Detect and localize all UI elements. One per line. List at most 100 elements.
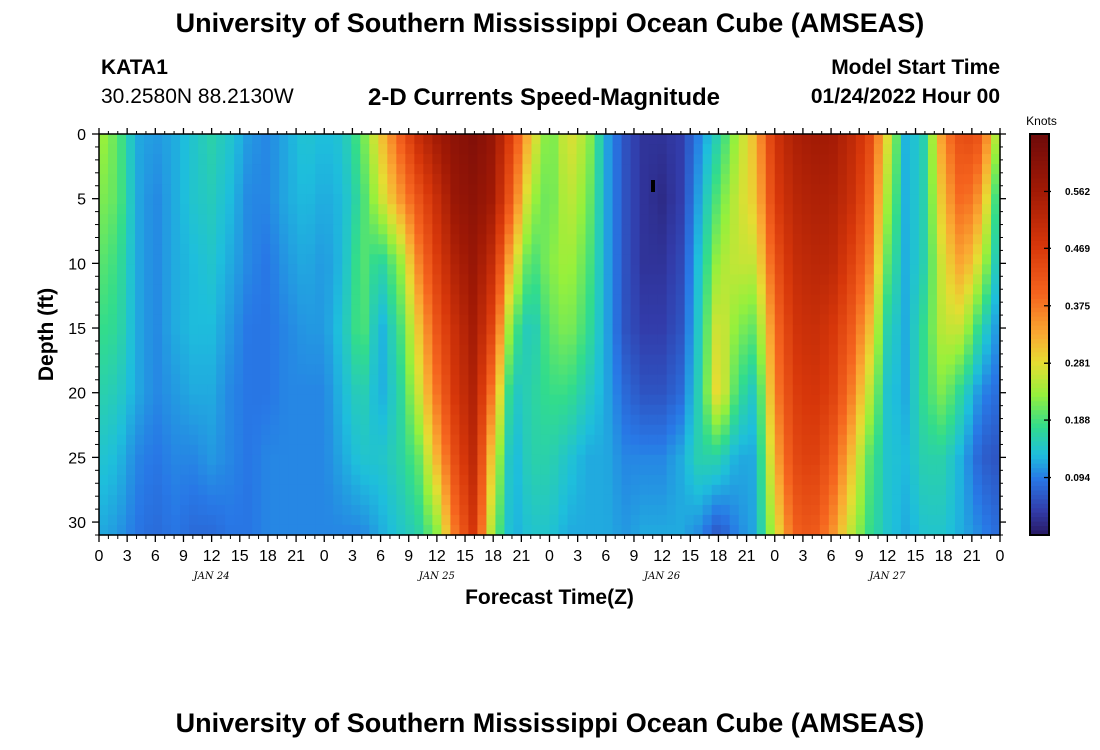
heat-cell bbox=[117, 154, 127, 165]
heat-cell bbox=[396, 134, 406, 145]
heat-cell bbox=[360, 184, 370, 195]
heat-cell bbox=[459, 344, 470, 356]
heat-cell bbox=[423, 274, 433, 285]
heat-cell bbox=[243, 284, 253, 295]
heat-cell bbox=[225, 264, 235, 275]
heat-cell bbox=[666, 464, 677, 476]
heat-cell bbox=[432, 194, 442, 205]
heat-cell bbox=[738, 454, 749, 466]
x-tick-label: 0 bbox=[320, 548, 329, 565]
heat-cell bbox=[459, 364, 470, 376]
heat-cell bbox=[963, 364, 974, 376]
heat-cell bbox=[819, 214, 830, 225]
heat-cell bbox=[873, 384, 884, 396]
heat-cell bbox=[171, 324, 181, 336]
heat-cell bbox=[972, 394, 983, 406]
heat-cell bbox=[657, 354, 668, 366]
heat-cell bbox=[477, 164, 488, 175]
heat-cell bbox=[333, 434, 343, 446]
heat-cell bbox=[306, 144, 316, 155]
heat-cell bbox=[684, 234, 695, 245]
heat-cell bbox=[405, 194, 415, 205]
heat-cell bbox=[513, 374, 524, 386]
heat-cell bbox=[117, 284, 127, 295]
heat-cell bbox=[477, 274, 488, 285]
heat-cell bbox=[837, 494, 848, 506]
heat-cell bbox=[261, 374, 271, 386]
heat-cell bbox=[936, 414, 947, 426]
heat-cell bbox=[693, 484, 704, 496]
heat-cell bbox=[324, 134, 334, 145]
heat-cell bbox=[558, 464, 569, 476]
heat-cell bbox=[441, 324, 451, 336]
colorbar-swatch bbox=[1030, 526, 1049, 532]
heat-cell bbox=[378, 454, 388, 466]
heat-cell bbox=[486, 504, 497, 516]
heat-cell bbox=[837, 504, 848, 516]
heat-cell bbox=[225, 304, 235, 316]
heat-cell bbox=[351, 384, 361, 396]
heat-cell bbox=[180, 374, 190, 386]
heat-cell bbox=[603, 354, 614, 366]
heat-cell bbox=[756, 304, 767, 316]
heat-cell bbox=[594, 214, 605, 225]
heat-cell bbox=[738, 304, 749, 316]
heat-cell bbox=[234, 214, 244, 225]
heat-cell bbox=[513, 244, 524, 255]
heat-cell bbox=[198, 384, 208, 396]
heat-cell bbox=[828, 324, 839, 336]
heat-cell bbox=[729, 134, 740, 145]
heat-cell bbox=[135, 174, 145, 185]
heat-cell bbox=[351, 264, 361, 275]
heat-cell bbox=[576, 224, 587, 235]
heat-cell bbox=[108, 424, 118, 436]
heat-cell bbox=[270, 454, 280, 466]
heat-cell bbox=[702, 474, 713, 486]
heat-cell bbox=[927, 134, 938, 145]
heat-cell bbox=[486, 184, 497, 195]
heat-cell bbox=[333, 244, 343, 255]
heat-cell bbox=[261, 354, 271, 366]
heat-cell bbox=[936, 484, 947, 496]
heat-cell bbox=[792, 304, 803, 316]
heat-cell bbox=[207, 514, 217, 526]
heat-cell bbox=[783, 364, 794, 376]
heat-cell bbox=[189, 374, 199, 386]
heat-cell bbox=[576, 274, 587, 285]
heat-cell bbox=[513, 454, 524, 466]
heat-cell bbox=[621, 464, 632, 476]
heat-cell bbox=[819, 144, 830, 155]
heat-cell bbox=[648, 474, 659, 486]
heat-cell bbox=[522, 384, 533, 396]
heat-cell bbox=[135, 154, 145, 165]
heat-cell bbox=[99, 354, 109, 366]
heat-cell bbox=[315, 504, 325, 516]
heat-cell bbox=[576, 494, 587, 506]
heat-cell bbox=[909, 384, 920, 396]
heat-cell bbox=[954, 214, 965, 225]
heat-cell bbox=[963, 484, 974, 496]
heat-cell bbox=[567, 454, 578, 466]
heat-cell bbox=[666, 344, 677, 356]
heat-cell bbox=[927, 444, 938, 456]
heat-cell bbox=[486, 394, 497, 406]
heat-cell bbox=[396, 324, 406, 336]
heat-cell bbox=[315, 304, 325, 316]
heat-cell bbox=[549, 414, 560, 426]
heat-cell bbox=[810, 224, 821, 235]
heat-cell bbox=[900, 474, 911, 486]
heat-cell bbox=[900, 524, 911, 536]
x-tick-label: 6 bbox=[376, 548, 385, 565]
heat-cell bbox=[288, 274, 298, 285]
heat-cell bbox=[990, 284, 1001, 295]
heat-cell bbox=[648, 484, 659, 496]
heat-cell bbox=[153, 184, 163, 195]
heat-cell bbox=[513, 234, 524, 245]
heat-cell bbox=[387, 504, 397, 516]
heat-cell bbox=[450, 194, 460, 205]
heat-cell bbox=[135, 394, 145, 406]
heat-cell bbox=[648, 334, 659, 346]
heat-cell bbox=[288, 324, 298, 336]
heat-cell bbox=[450, 384, 460, 396]
heat-cell bbox=[324, 364, 334, 376]
